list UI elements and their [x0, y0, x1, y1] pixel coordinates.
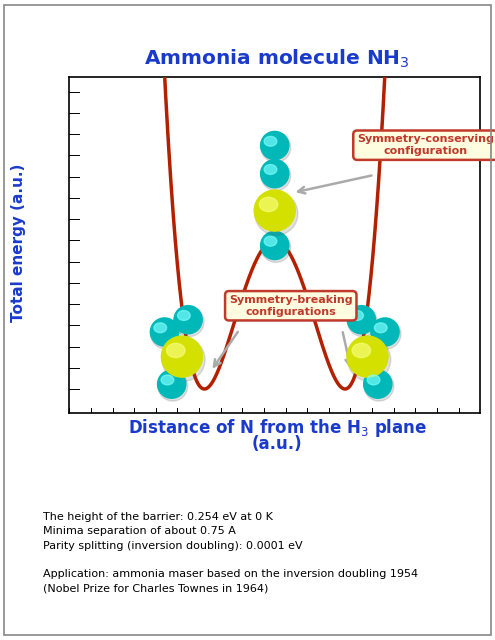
Text: Symmetry-breaking
configurations: Symmetry-breaking configurations	[229, 295, 352, 317]
Text: Ammonia molecule NH$_3$: Ammonia molecule NH$_3$	[145, 48, 410, 70]
Ellipse shape	[261, 133, 291, 163]
Ellipse shape	[157, 370, 186, 398]
Ellipse shape	[161, 336, 202, 377]
Ellipse shape	[364, 370, 392, 398]
Ellipse shape	[150, 318, 179, 346]
Ellipse shape	[174, 306, 202, 334]
Text: The height of the barrier: 0.254 eV at 0 K
Minima separation of about 0.75 A
Par: The height of the barrier: 0.254 eV at 0…	[43, 512, 418, 594]
Ellipse shape	[255, 192, 298, 236]
Ellipse shape	[261, 161, 291, 191]
Text: Total energy (a.u.): Total energy (a.u.)	[11, 164, 26, 323]
Ellipse shape	[162, 338, 205, 381]
Ellipse shape	[260, 159, 289, 188]
Ellipse shape	[154, 323, 167, 333]
Ellipse shape	[264, 164, 277, 175]
Text: Distance of N from the H$_3$ plane: Distance of N from the H$_3$ plane	[128, 417, 427, 438]
Ellipse shape	[260, 131, 289, 159]
Ellipse shape	[371, 319, 401, 349]
Ellipse shape	[166, 343, 185, 358]
Ellipse shape	[351, 310, 363, 321]
Ellipse shape	[260, 232, 289, 260]
Ellipse shape	[161, 375, 174, 385]
Ellipse shape	[158, 371, 188, 401]
Text: Symmetry-conserving
configuration: Symmetry-conserving configuration	[357, 134, 494, 156]
Ellipse shape	[352, 343, 371, 358]
Ellipse shape	[347, 306, 376, 334]
Ellipse shape	[374, 323, 387, 333]
Ellipse shape	[178, 310, 190, 321]
Ellipse shape	[261, 233, 291, 262]
Ellipse shape	[174, 307, 204, 337]
Ellipse shape	[254, 190, 295, 231]
Ellipse shape	[151, 319, 181, 349]
Ellipse shape	[264, 136, 277, 146]
Ellipse shape	[347, 336, 388, 377]
Ellipse shape	[364, 371, 394, 401]
Ellipse shape	[264, 236, 277, 246]
Ellipse shape	[367, 375, 380, 385]
Ellipse shape	[347, 307, 377, 337]
Text: (a.u.): (a.u.)	[252, 435, 302, 453]
Ellipse shape	[259, 197, 278, 212]
Ellipse shape	[347, 338, 391, 381]
Ellipse shape	[371, 318, 399, 346]
